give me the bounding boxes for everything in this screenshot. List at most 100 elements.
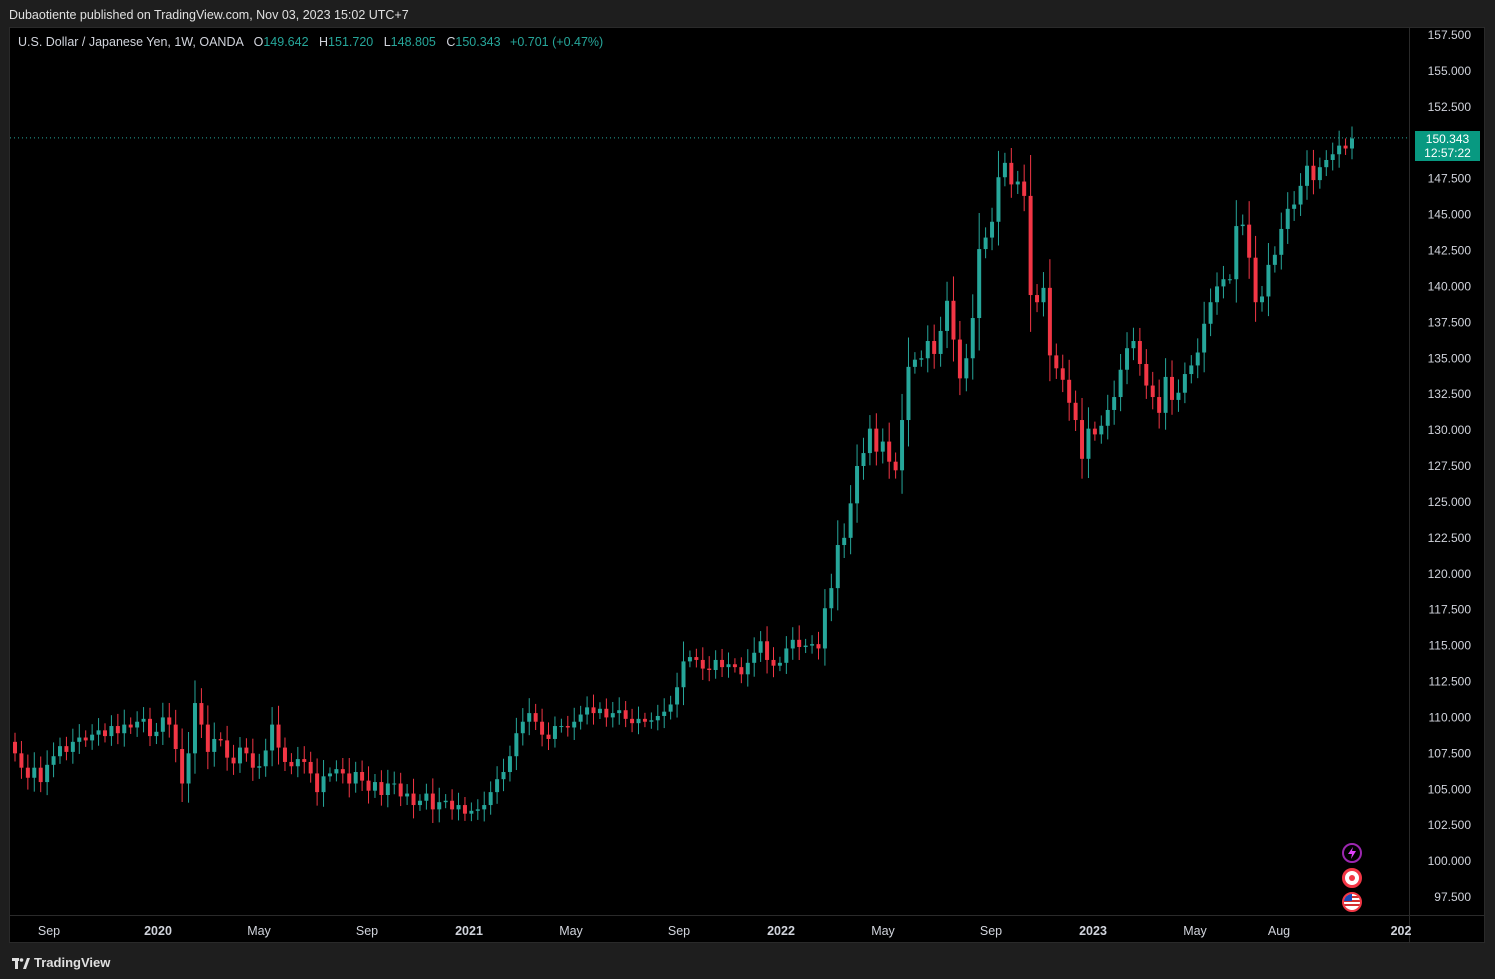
us-flag-badge-icon[interactable] bbox=[1342, 892, 1362, 912]
candle-body bbox=[713, 659, 718, 671]
footer-bar: TradingView bbox=[0, 943, 1495, 979]
time-tick-label: 2022 bbox=[767, 924, 795, 938]
candle-body bbox=[585, 707, 590, 715]
candle-body bbox=[945, 300, 950, 331]
candle-body bbox=[1054, 355, 1059, 369]
chart-pane[interactable] bbox=[9, 27, 1485, 943]
candle-body bbox=[456, 805, 461, 810]
candle-body bbox=[970, 318, 975, 359]
price-tick-label: 127.500 bbox=[1428, 459, 1472, 473]
price-axis-divider bbox=[1409, 27, 1410, 943]
candle-body bbox=[334, 769, 339, 774]
candle-body bbox=[514, 733, 519, 757]
price-tick-label: 105.000 bbox=[1428, 782, 1472, 796]
candle-body bbox=[842, 537, 847, 546]
open-value: 149.642 bbox=[263, 35, 309, 49]
close-value: 150.343 bbox=[455, 35, 501, 49]
candle-body bbox=[212, 738, 217, 752]
candle-body bbox=[192, 703, 197, 754]
candle-body bbox=[64, 746, 69, 752]
candle-body bbox=[932, 341, 937, 354]
price-tick-label: 125.000 bbox=[1428, 495, 1472, 509]
time-tick-label: May bbox=[1183, 924, 1207, 938]
time-tick-label: Sep bbox=[668, 924, 690, 938]
candle-body bbox=[1337, 145, 1342, 155]
symbol-title[interactable]: U.S. Dollar / Japanese Yen, 1W, OANDA bbox=[18, 35, 244, 49]
candle-body bbox=[649, 720, 654, 722]
candle-body bbox=[38, 767, 43, 783]
candle-body bbox=[1350, 138, 1354, 149]
tradingview-logo[interactable]: TradingView bbox=[12, 955, 110, 970]
price-tick-label: 135.000 bbox=[1428, 351, 1472, 365]
price-tick-label: 115.000 bbox=[1429, 639, 1472, 653]
lightning-badge-icon[interactable] bbox=[1342, 843, 1362, 863]
price-tick-label: 107.500 bbox=[1428, 746, 1472, 760]
candle-body bbox=[186, 753, 191, 784]
candle-body bbox=[816, 644, 821, 649]
candle-body bbox=[578, 714, 583, 722]
candle-body bbox=[321, 776, 326, 793]
candle-body bbox=[533, 713, 538, 722]
candle-body bbox=[829, 588, 834, 609]
candle-body bbox=[835, 545, 840, 589]
candle-body bbox=[1272, 254, 1277, 265]
candle-body bbox=[777, 662, 782, 666]
candle-body bbox=[957, 339, 962, 379]
candle-body bbox=[1105, 409, 1110, 426]
candle-body bbox=[681, 661, 686, 688]
candle-body bbox=[173, 724, 178, 750]
last-price-value: 150.343 bbox=[1425, 132, 1470, 146]
candle-body bbox=[308, 761, 313, 774]
change-value: +0.701 (+0.47%) bbox=[510, 35, 604, 49]
candle-body bbox=[784, 648, 789, 663]
candle-body bbox=[270, 724, 275, 751]
candle-body bbox=[610, 713, 615, 718]
candle-body bbox=[765, 641, 770, 660]
candle-body bbox=[405, 793, 410, 797]
candle-body bbox=[1292, 204, 1297, 209]
time-axis: Sep 2020 May Sep 2021 May Sep 2022 May Sep 2023 May… bbox=[38, 924, 1412, 938]
candle-body bbox=[996, 177, 1001, 222]
candle-body bbox=[848, 503, 853, 538]
candle-body bbox=[372, 782, 377, 791]
candle-body bbox=[135, 721, 140, 728]
candle-body bbox=[1317, 167, 1322, 181]
candle-body bbox=[1041, 287, 1046, 303]
candle-body bbox=[225, 740, 230, 758]
candle-body bbox=[951, 300, 956, 340]
candle-body bbox=[1227, 279, 1232, 281]
high-label: H bbox=[319, 35, 329, 49]
candle-body bbox=[1195, 352, 1200, 366]
candle-body bbox=[180, 749, 185, 784]
candle-body bbox=[1343, 145, 1348, 149]
candle-body bbox=[276, 724, 281, 748]
candle-body bbox=[289, 761, 294, 767]
candle-body bbox=[340, 769, 345, 774]
candle-body bbox=[1266, 264, 1271, 297]
candle-body bbox=[707, 668, 712, 671]
candle-body bbox=[790, 639, 795, 649]
candle-body bbox=[874, 428, 879, 452]
price-tick-label: 97.500 bbox=[1434, 890, 1471, 904]
candle-body bbox=[19, 753, 24, 768]
event-target-badge-icon[interactable] bbox=[1342, 868, 1362, 888]
candle-body bbox=[887, 441, 892, 462]
candle-body bbox=[315, 773, 320, 793]
symbol-legend: U.S. Dollar / Japanese Yen, 1W, OANDA O1… bbox=[18, 35, 603, 49]
candle-body bbox=[353, 772, 358, 784]
candle-body bbox=[752, 652, 757, 663]
candle-body bbox=[25, 767, 30, 778]
price-tick-label: 157.500 bbox=[1428, 28, 1472, 42]
candle-body bbox=[392, 783, 397, 785]
candle-body bbox=[1015, 181, 1020, 185]
candle-body bbox=[83, 737, 88, 741]
price-tick-label: 117.500 bbox=[1429, 603, 1472, 617]
candle-body bbox=[668, 704, 673, 712]
candle-body bbox=[700, 659, 705, 669]
candle-body bbox=[128, 724, 133, 728]
candle-body bbox=[501, 772, 506, 780]
candle-body bbox=[488, 792, 493, 806]
candle-body bbox=[552, 726, 557, 739]
candle-body bbox=[1324, 159, 1329, 168]
